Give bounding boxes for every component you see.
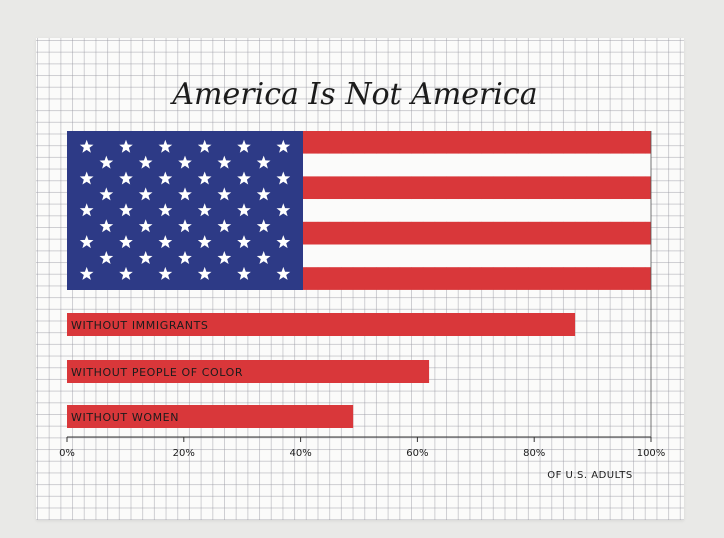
flag-star: [178, 251, 192, 264]
flag-star: [138, 251, 153, 264]
flag-star: [256, 219, 271, 233]
flag-star: [119, 171, 133, 185]
tick-label: 80%: [523, 448, 545, 459]
flag-star: [276, 139, 291, 153]
flag-star: [237, 171, 251, 185]
flag-star: [256, 187, 271, 201]
flag-star: [79, 203, 94, 217]
tick-label: 40%: [289, 448, 311, 459]
flag-star: [237, 235, 251, 249]
flag-star: [119, 235, 133, 249]
flag-star: [99, 219, 114, 233]
flag-star: [158, 235, 173, 249]
flag-star: [276, 171, 291, 185]
flag-star: [99, 155, 114, 169]
flag-star: [79, 235, 94, 249]
flag-star: [99, 187, 114, 201]
flag-star: [276, 203, 291, 217]
flag-star: [197, 235, 212, 249]
flag-star: [217, 187, 232, 201]
flag-star: [237, 139, 251, 153]
flag-star: [217, 155, 232, 169]
tick-label: 20%: [173, 448, 195, 459]
flag-star: [158, 266, 173, 280]
flag-star: [237, 266, 251, 280]
flag-star: [256, 155, 271, 169]
bars: WITHOUT IMMIGRANTS WITHOUT PEOPLE OF COLO…: [67, 313, 576, 428]
flag-star: [119, 203, 133, 217]
bar-label: WITHOUT IMMIGRANTS: [71, 319, 208, 332]
flag-star: [178, 187, 192, 201]
bar-label: WITHOUT WOMEN: [71, 411, 179, 424]
flag-star: [197, 171, 212, 185]
flag-star: [158, 203, 173, 217]
flag-star: [197, 266, 212, 280]
bar-label: WITHOUT PEOPLE OF COLOR: [71, 366, 243, 379]
flag-star: [197, 139, 212, 153]
bar: [67, 313, 576, 336]
flag-star: [79, 139, 94, 153]
flag-star: [79, 171, 94, 185]
x-axis-label: OF U.S. ADULTS: [547, 470, 633, 481]
flag-star: [119, 139, 133, 153]
flag-star: [178, 219, 192, 233]
flag-star: [256, 251, 271, 264]
flag-star: [158, 139, 173, 153]
tick-label: 0%: [59, 448, 75, 459]
flag-star: [178, 155, 192, 169]
flag-star: [138, 155, 153, 169]
bar: [67, 405, 354, 428]
flag-star: [138, 187, 153, 201]
flag-star: [138, 219, 153, 233]
flag-canton: [67, 131, 303, 290]
x-axis: 0% 20% 40% 60% 80% 100%: [59, 131, 665, 459]
us-flag: [67, 131, 651, 290]
flag-star: [276, 266, 291, 280]
tick-label: 100%: [637, 448, 666, 459]
flag-star: [276, 235, 291, 249]
flag-star: [197, 203, 212, 217]
flag-star: [99, 251, 114, 264]
bar: [67, 360, 430, 383]
flag-star: [217, 219, 232, 233]
flag-star: [217, 251, 232, 264]
chart-title: America Is Not America: [169, 77, 537, 112]
flag-star: [79, 266, 94, 280]
flag-star: [237, 203, 251, 217]
flag-star: [119, 266, 133, 280]
flag-star: [158, 171, 173, 185]
tick-label: 60%: [406, 448, 428, 459]
